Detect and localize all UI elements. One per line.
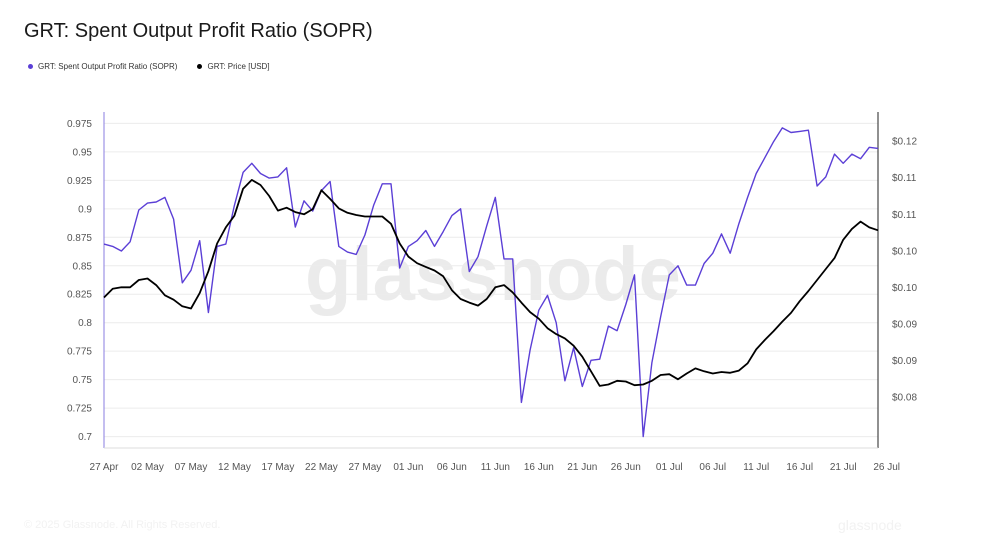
right-tick-label: $0.08 [892,392,917,403]
x-tick-label: 21 Jul [830,462,857,473]
x-tick-label: 22 May [305,462,338,473]
left-tick-label: 0.825 [67,290,92,301]
left-tick-label: 0.975 [67,119,92,130]
x-tick-label: 16 Jun [524,462,554,473]
x-tick-label: 27 May [349,462,382,473]
x-tick-label: 11 Jun [481,462,510,473]
footer-logo: glassnode [838,517,902,533]
x-tick-label: 27 Apr [90,462,120,473]
x-tick-label: 07 May [175,462,208,473]
x-tick-label: 16 Jul [786,462,813,473]
right-tick-label: $0.09 [892,319,917,330]
x-tick-label: 17 May [262,462,295,473]
left-tick-label: 0.75 [73,375,93,386]
copyright-text: © 2025 Glassnode. All Rights Reserved. [24,519,220,531]
right-tick-label: $0.09 [892,356,917,367]
left-tick-label: 0.725 [67,404,92,415]
right-tick-label: $0.12 [892,137,917,148]
right-tick-label: $0.11 [892,173,917,184]
right-tick-label: $0.11 [892,210,917,221]
x-tick-label: 26 Jul [873,462,900,473]
x-tick-label: 06 Jul [699,462,726,473]
watermark-text: glassnode [305,232,681,317]
x-tick-label: 02 May [131,462,164,473]
x-tick-label: 21 Jun [567,462,597,473]
left-tick-label: 0.85 [73,261,93,272]
left-tick-label: 0.95 [73,147,93,158]
x-tick-label: 11 Jul [743,462,769,473]
x-tick-label: 26 Jun [611,462,641,473]
x-tick-label: 06 Jun [437,462,467,473]
x-tick-label: 12 May [218,462,251,473]
right-tick-label: $0.10 [892,283,917,294]
left-tick-label: 0.9 [78,204,92,215]
x-tick-label: 01 Jul [656,462,683,473]
left-tick-label: 0.7 [78,432,92,443]
left-tick-label: 0.925 [67,176,92,187]
right-tick-label: $0.10 [892,246,917,257]
left-tick-label: 0.775 [67,347,92,358]
x-tick-label: 01 Jun [393,462,423,473]
left-tick-label: 0.8 [78,318,92,329]
left-tick-label: 0.875 [67,233,92,244]
